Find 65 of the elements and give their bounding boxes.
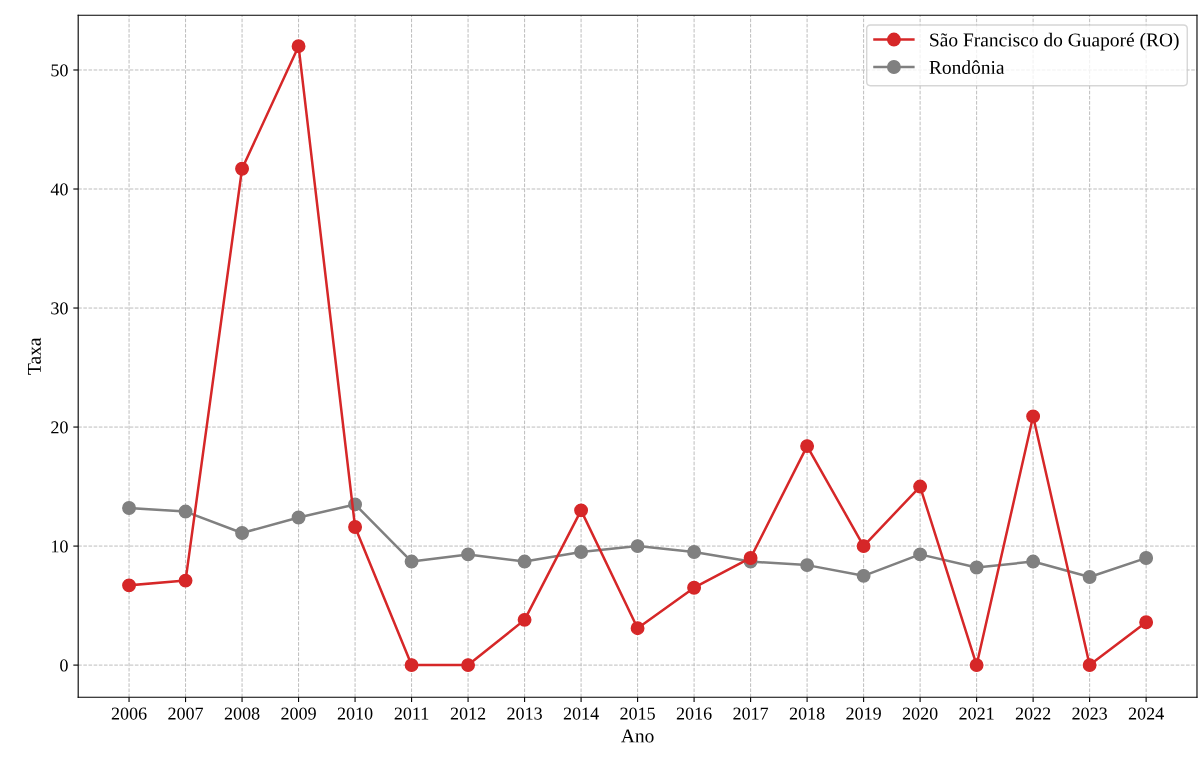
y-axis-title: Taxa [27, 337, 41, 375]
y-tick-label: 30 [51, 302, 68, 315]
point [461, 658, 476, 673]
y-tick-label: 20 [51, 421, 68, 434]
x-tick-label: 2008 [224, 707, 260, 720]
x-tick-label: 2012 [450, 707, 486, 720]
x-tick-label: 2019 [846, 707, 881, 720]
y-tick-label: 10 [52, 540, 68, 553]
x-tick-label: 2021 [959, 707, 994, 720]
point [235, 526, 250, 540]
point [122, 578, 136, 593]
x-tick-label: 2022 [1015, 707, 1051, 720]
point [1026, 409, 1041, 424]
point [800, 439, 815, 454]
point [969, 658, 984, 673]
point [122, 501, 136, 515]
x-tick-label: 2020 [902, 707, 938, 720]
x-tick-label: 2007 [168, 707, 204, 720]
point [1082, 570, 1097, 584]
point [800, 558, 815, 573]
point [461, 547, 476, 562]
point [913, 479, 928, 494]
legend-label: Rondônia [929, 60, 1005, 75]
x-tick-label: 2016 [676, 707, 712, 720]
point [291, 510, 306, 525]
x-tick-label: 2015 [620, 707, 655, 720]
point [517, 554, 532, 569]
y-tick-label: 40 [50, 183, 68, 196]
point [913, 547, 928, 562]
x-tick-label: 2023 [1072, 707, 1107, 720]
x-tick-label: 2011 [394, 707, 429, 720]
point [1139, 551, 1154, 565]
x-tick-label: 2018 [789, 707, 825, 720]
x-tick-label: 2024 [1128, 707, 1164, 720]
point [969, 560, 984, 575]
x-tick-label: 2006 [111, 707, 147, 720]
point [574, 503, 589, 518]
point [404, 658, 419, 673]
x-tick-label: 2009 [281, 707, 316, 720]
point [178, 504, 193, 519]
point [235, 161, 250, 176]
point [743, 551, 758, 565]
x-axis-title: Ano [621, 729, 654, 743]
point [1026, 554, 1041, 569]
y-tick-label: 50 [51, 64, 68, 77]
point [574, 545, 589, 559]
x-tick-label: 2010 [337, 707, 373, 720]
legend-label: São Francisco do Guaporé (RO) [930, 32, 1179, 51]
point [856, 568, 871, 583]
point [856, 539, 871, 554]
point [517, 612, 532, 627]
x-tick-label: 2017 [733, 707, 769, 720]
point [348, 520, 363, 534]
point [178, 573, 193, 588]
point [687, 580, 702, 595]
point [404, 554, 419, 569]
point [687, 545, 702, 559]
y-tick-label: 0 [60, 659, 68, 672]
x-tick-label: 2013 [507, 707, 542, 720]
point [291, 39, 306, 54]
point [1139, 615, 1154, 630]
x-tick-label: 2014 [563, 707, 599, 720]
point [630, 621, 645, 636]
point [1082, 658, 1097, 673]
point [630, 539, 645, 554]
